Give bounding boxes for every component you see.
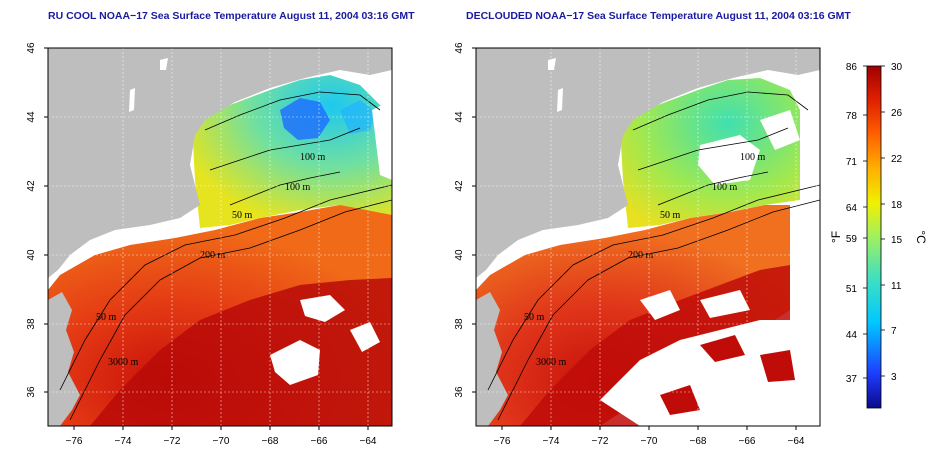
contour-label: 50 m	[232, 210, 253, 221]
fahrenheit-unit-label: °F	[829, 231, 843, 243]
lon-tick-label: −70	[213, 436, 230, 447]
lat-tick-label: 36	[26, 386, 37, 398]
lon-tick-label: −70	[641, 436, 658, 447]
fahrenheit-tick: 59	[846, 234, 858, 245]
contour-label: 100 m	[712, 182, 738, 193]
left-lon-ticks: −76 −74 −72 −70 −68 −66 −64	[66, 426, 377, 447]
contour-label: 200 m	[200, 250, 226, 261]
lat-tick-label: 44	[454, 111, 465, 123]
lon-tick-label: −66	[311, 436, 328, 447]
lon-tick-label: −72	[592, 436, 609, 447]
fahrenheit-tick: 86	[846, 62, 858, 73]
lon-tick-label: −76	[66, 436, 83, 447]
lat-tick-label: 38	[454, 318, 465, 330]
fahrenheit-tick: 64	[846, 203, 858, 214]
cloud-gap	[760, 110, 800, 150]
celsius-tick: 15	[891, 235, 903, 246]
contour-label: 50 m	[96, 312, 117, 323]
contour-label: 50 m	[660, 210, 681, 221]
contour-label: 100 m	[300, 152, 326, 163]
lat-tick-label: 40	[454, 249, 465, 261]
right-panel-title: DECLOUDED NOAA−17 Sea Surface Temperatur…	[466, 10, 851, 22]
warm-water-region	[476, 205, 790, 426]
lake	[129, 88, 135, 112]
lat-tick-label: 46	[454, 42, 465, 54]
left-map-frame	[47, 47, 393, 427]
cloud-gap	[350, 322, 380, 352]
colorbar: 86 78 71 64 59 51 44 37 30 26 22 18 15 1…	[829, 62, 928, 409]
lat-tick-label: 42	[454, 180, 465, 192]
cold-upwelling-patch	[280, 98, 330, 140]
lon-tick-label: −76	[494, 436, 511, 447]
right-map: 100 m 100 m 50 m 200 m 50 m 3000 m	[476, 48, 820, 426]
lon-tick-label: −64	[788, 436, 805, 447]
celsius-tick: 18	[891, 200, 903, 211]
lat-tick-label: 42	[26, 180, 37, 192]
warm-fragment	[660, 385, 700, 415]
lat-tick-label: 38	[26, 318, 37, 330]
fahrenheit-tick: 44	[846, 330, 858, 341]
celsius-tick: 22	[891, 154, 903, 165]
fahrenheit-tick: 51	[846, 284, 858, 295]
contour-label: 3000 m	[108, 357, 139, 368]
lon-tick-label: −74	[115, 436, 132, 447]
cloud-gap	[372, 100, 392, 180]
left-panel-title: RU COOL NOAA−17 Sea Surface Temperature …	[48, 10, 415, 22]
lat-tick-label: 36	[454, 386, 465, 398]
celsius-unit-label: °C	[914, 230, 928, 244]
bathymetry-contours	[59, 91, 392, 421]
contour-label: 100 m	[285, 182, 311, 193]
cloud-gap	[790, 190, 820, 300]
celsius-tick: 11	[891, 281, 902, 292]
left-lat-ticks: 46 44 42 40 38 36	[26, 42, 48, 398]
lon-tick-label: −68	[262, 436, 279, 447]
cloud-gap	[300, 295, 345, 322]
warm-fragment	[760, 350, 795, 382]
right-lon-ticks: −76 −74 −72 −70 −68 −66 −64	[494, 426, 805, 447]
lon-tick-label: −68	[690, 436, 707, 447]
lon-tick-label: −72	[164, 436, 181, 447]
contour-label: 3000 m	[536, 357, 567, 368]
fahrenheit-tick: 37	[846, 374, 858, 385]
lon-tick-label: −64	[360, 436, 377, 447]
cloud-gap	[270, 340, 320, 385]
lake	[548, 58, 556, 70]
celsius-tick: 30	[891, 62, 903, 73]
left-map: 100 m 100 m 50 m 200 m 50 m 3000 m	[48, 48, 392, 426]
right-map-frame	[475, 47, 821, 427]
lat-tick-label: 46	[26, 42, 37, 54]
cloud-gap	[640, 290, 680, 320]
lake	[557, 88, 563, 112]
celsius-tick: 7	[891, 326, 897, 337]
grid-lines	[476, 48, 820, 426]
lon-tick-label: −66	[739, 436, 756, 447]
fahrenheit-tick: 78	[846, 111, 858, 122]
fahrenheit-tick: 71	[846, 157, 858, 168]
lat-tick-label: 40	[26, 249, 37, 261]
contour-label: 100 m	[740, 152, 766, 163]
contour-label: 200 m	[628, 250, 654, 261]
lon-tick-label: −74	[543, 436, 560, 447]
celsius-tick: 3	[891, 372, 897, 383]
celsius-tick: 26	[891, 108, 903, 119]
land-mass-south	[476, 292, 508, 426]
contour-label: 50 m	[524, 312, 545, 323]
lake	[160, 58, 168, 70]
colorbar-gradient	[866, 65, 882, 409]
bathymetry-contours	[487, 91, 820, 421]
cloud-gap	[700, 290, 750, 318]
lat-tick-label: 44	[26, 111, 37, 123]
land-mass-south	[48, 292, 80, 426]
grid-lines	[48, 48, 392, 426]
cloud-gap	[600, 300, 820, 426]
right-lat-ticks: 46 44 42 40 38 36	[454, 42, 476, 398]
warm-fragment	[700, 335, 745, 362]
